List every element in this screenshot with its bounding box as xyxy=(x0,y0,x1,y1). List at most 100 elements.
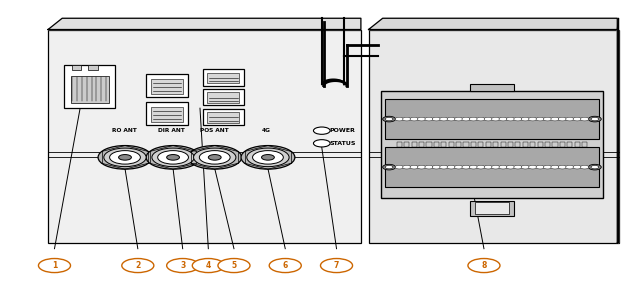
Circle shape xyxy=(454,165,463,169)
Circle shape xyxy=(513,165,522,169)
Circle shape xyxy=(98,146,152,169)
Bar xyxy=(369,30,619,243)
Bar xyxy=(538,142,543,147)
Polygon shape xyxy=(617,18,619,243)
Text: DIR ANT: DIR ANT xyxy=(158,128,185,133)
Circle shape xyxy=(403,165,411,169)
Circle shape xyxy=(262,155,274,160)
Circle shape xyxy=(440,165,448,169)
Circle shape xyxy=(208,155,221,160)
Bar xyxy=(560,142,565,147)
Circle shape xyxy=(484,117,492,121)
Bar xyxy=(64,65,115,108)
Circle shape xyxy=(447,117,455,121)
Circle shape xyxy=(253,151,283,164)
Circle shape xyxy=(432,117,440,121)
Circle shape xyxy=(218,259,250,273)
Bar xyxy=(553,142,558,147)
Circle shape xyxy=(477,117,485,121)
Circle shape xyxy=(565,165,574,169)
Circle shape xyxy=(313,127,330,134)
Bar xyxy=(582,142,587,147)
Bar xyxy=(151,107,183,122)
Bar xyxy=(493,142,498,147)
Circle shape xyxy=(591,166,599,169)
Bar xyxy=(469,84,515,91)
Text: STATUS: STATUS xyxy=(329,141,356,146)
Bar xyxy=(463,142,469,147)
Bar xyxy=(545,142,550,147)
Circle shape xyxy=(558,165,567,169)
Bar xyxy=(523,142,528,147)
Circle shape xyxy=(247,148,289,167)
Circle shape xyxy=(385,166,393,169)
Text: 4: 4 xyxy=(206,261,211,270)
Circle shape xyxy=(581,165,589,169)
Bar xyxy=(88,65,98,70)
Circle shape xyxy=(521,165,529,169)
Bar xyxy=(449,142,454,147)
Text: 4G: 4G xyxy=(262,128,271,133)
Circle shape xyxy=(152,148,194,167)
Circle shape xyxy=(506,117,515,121)
Polygon shape xyxy=(369,18,617,30)
Bar xyxy=(574,142,579,147)
Circle shape xyxy=(146,146,200,169)
Circle shape xyxy=(395,165,404,169)
Bar xyxy=(508,142,513,147)
Text: 3: 3 xyxy=(180,261,185,270)
Circle shape xyxy=(573,117,581,121)
Bar xyxy=(203,89,244,105)
Polygon shape xyxy=(48,18,361,30)
Bar xyxy=(426,142,431,147)
Bar xyxy=(567,142,572,147)
Circle shape xyxy=(536,117,544,121)
Circle shape xyxy=(119,155,131,160)
Bar xyxy=(404,142,410,147)
Circle shape xyxy=(395,117,404,121)
Circle shape xyxy=(410,117,419,121)
Circle shape xyxy=(192,259,224,273)
Circle shape xyxy=(269,259,301,273)
Bar xyxy=(456,142,461,147)
Circle shape xyxy=(383,164,395,170)
Circle shape xyxy=(241,146,295,169)
Circle shape xyxy=(167,155,179,160)
Text: 1: 1 xyxy=(52,261,57,270)
Circle shape xyxy=(385,117,393,121)
Bar xyxy=(207,73,239,83)
Circle shape xyxy=(320,259,353,273)
Circle shape xyxy=(565,117,574,121)
Circle shape xyxy=(521,117,529,121)
Circle shape xyxy=(38,259,71,273)
Circle shape xyxy=(122,259,154,273)
Circle shape xyxy=(199,151,230,164)
Circle shape xyxy=(581,117,589,121)
Bar xyxy=(207,112,239,123)
Circle shape xyxy=(544,117,552,121)
Bar xyxy=(207,92,239,103)
Circle shape xyxy=(506,165,515,169)
Text: RO ANT: RO ANT xyxy=(112,128,137,133)
Circle shape xyxy=(588,164,601,170)
Circle shape xyxy=(513,117,522,121)
Circle shape xyxy=(477,165,485,169)
Circle shape xyxy=(544,165,552,169)
Circle shape xyxy=(454,117,463,121)
Circle shape xyxy=(529,117,537,121)
Circle shape xyxy=(167,259,199,273)
Bar xyxy=(474,202,509,214)
Bar xyxy=(146,102,188,125)
Circle shape xyxy=(551,165,559,169)
Bar xyxy=(419,142,424,147)
Circle shape xyxy=(383,116,395,122)
Circle shape xyxy=(469,165,478,169)
Bar xyxy=(478,142,483,147)
Circle shape xyxy=(158,151,188,164)
Bar xyxy=(48,30,361,243)
Text: 2: 2 xyxy=(135,261,140,270)
Bar xyxy=(203,69,244,86)
Circle shape xyxy=(410,165,419,169)
Bar xyxy=(486,142,491,147)
Bar xyxy=(397,142,402,147)
